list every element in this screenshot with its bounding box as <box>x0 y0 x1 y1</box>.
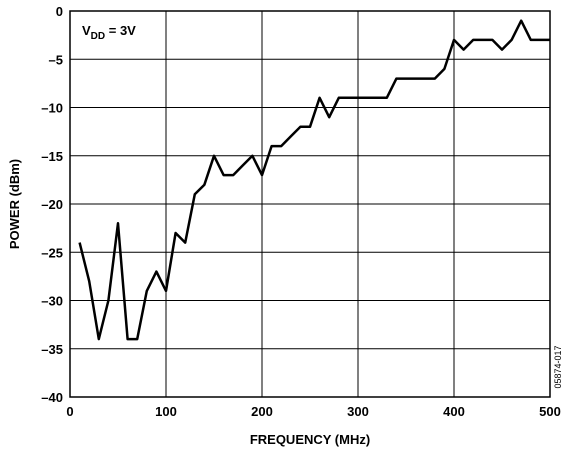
x-axis-title: FREQUENCY (MHz) <box>250 432 370 447</box>
annotation-base: V <box>82 23 91 38</box>
x-tick-label: 100 <box>155 404 177 419</box>
x-tick-label: 0 <box>66 404 73 419</box>
annotation-subscript: DD <box>91 31 105 42</box>
x-tick-label: 500 <box>539 404 561 419</box>
series-line <box>78 19 550 341</box>
y-tick-label: –25 <box>41 245 63 260</box>
grid <box>69 10 551 398</box>
supply-voltage-annotation: VDD = 3V <box>82 23 136 42</box>
y-tick-label: –15 <box>41 149 63 164</box>
tick-labels: 0 100 200 300 400 500 0 –5 –10 –15 –20 –25 –30 –35 –40 <box>41 4 561 419</box>
y-axis-title: POWER (dBm) <box>7 159 22 249</box>
annotation-rest: = 3V <box>105 23 136 38</box>
y-tick-label: –40 <box>41 390 63 405</box>
y-tick-label: –35 <box>41 342 63 357</box>
plot-frame <box>69 10 551 398</box>
y-tick-label: –5 <box>49 52 63 67</box>
series-layer <box>78 19 550 341</box>
x-tick-label: 200 <box>251 404 273 419</box>
x-tick-label: 400 <box>443 404 465 419</box>
y-tick-label: –20 <box>41 197 63 212</box>
x-tick-label: 300 <box>347 404 369 419</box>
y-tick-label: –10 <box>41 101 63 116</box>
y-tick-label: –30 <box>41 294 63 309</box>
y-tick-label: 0 <box>56 4 63 19</box>
figure-id: 05874-017 <box>553 345 563 388</box>
